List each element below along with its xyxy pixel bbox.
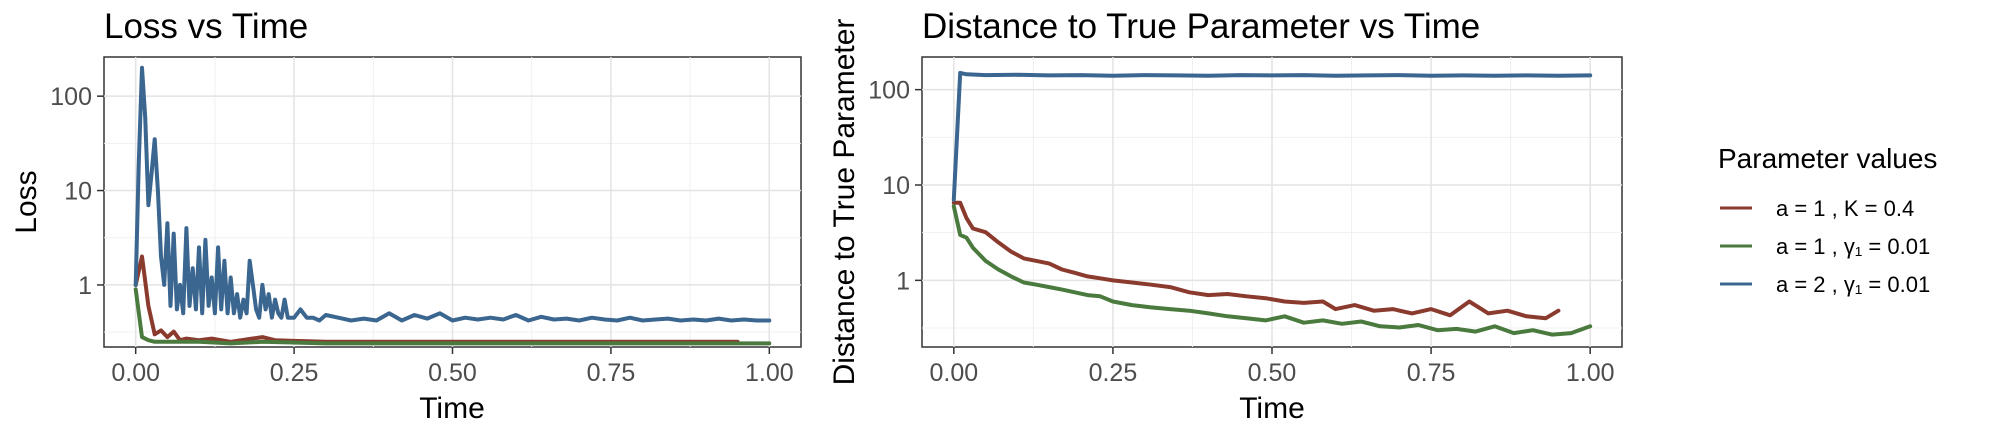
loss-chart-title: Loss vs Time [104, 7, 308, 46]
legend-label-2: a = 2 , γ₁ = 0.01 [1776, 272, 1930, 297]
distance-gridlines [922, 57, 1622, 347]
y-tick-label: 1 [78, 272, 92, 300]
x-tick-label: 1.00 [1566, 359, 1615, 387]
y-tick-label: 1 [896, 267, 910, 295]
legend-label-0: a = 1 , K = 0.4 [1776, 196, 1914, 221]
loss-x-axis-title: Time [419, 392, 485, 425]
legend-items: a = 1 , K = 0.4 a = 1 , γ₁ = 0.01 a = 2 , … [1720, 196, 1930, 297]
series-line-1 [133, 287, 772, 346]
distance-series-lines [951, 70, 1593, 337]
x-tick-label: 0.25 [1089, 359, 1138, 387]
loss-y-ticks: 1 10 100 [50, 83, 104, 300]
x-tick-label: 0.00 [929, 359, 978, 387]
distance-x-axis-title: Time [1239, 392, 1305, 425]
x-tick-label: 0.00 [111, 359, 160, 387]
x-tick-label: 0.50 [428, 359, 477, 387]
loss-series-lines [133, 65, 772, 346]
x-tick-label: 1.00 [745, 359, 794, 387]
y-tick-label: 10 [882, 172, 910, 200]
distance-chart: Distance to True Parameter vs Time 0.00 0… [828, 7, 1623, 425]
series-line-0 [951, 200, 1561, 321]
legend-label-1: a = 1 , γ₁ = 0.01 [1776, 234, 1930, 259]
loss-y-axis-title: Loss [10, 170, 43, 233]
x-tick-label: 0.50 [1248, 359, 1297, 387]
legend-title: Parameter values [1718, 143, 1937, 174]
series-line-2 [951, 70, 1593, 202]
loss-chart: Loss vs Time 0.00 0.25 0.50 0.75 1.00 1 10 100… [10, 7, 802, 425]
series-line-1 [951, 204, 1593, 337]
legend: Parameter values a = 1 , K = 0.4a = 1 , … [1718, 143, 1937, 297]
x-tick-label: 0.75 [587, 359, 636, 387]
distance-x-ticks: 0.00 0.25 0.50 0.75 1.00 [929, 347, 1615, 387]
x-tick-label: 0.25 [270, 359, 319, 387]
loss-x-ticks: 0.00 0.25 0.50 0.75 1.00 [111, 347, 794, 387]
y-tick-label: 100 [50, 83, 92, 111]
y-tick-label: 100 [868, 77, 910, 105]
x-tick-label: 0.75 [1407, 359, 1456, 387]
y-tick-label: 10 [64, 178, 92, 206]
series-line-2 [133, 65, 772, 323]
distance-y-axis-title: Distance to True Parameter [828, 19, 861, 386]
distance-y-ticks: 1 10 100 [868, 77, 922, 295]
distance-chart-title: Distance to True Parameter vs Time [922, 7, 1480, 46]
